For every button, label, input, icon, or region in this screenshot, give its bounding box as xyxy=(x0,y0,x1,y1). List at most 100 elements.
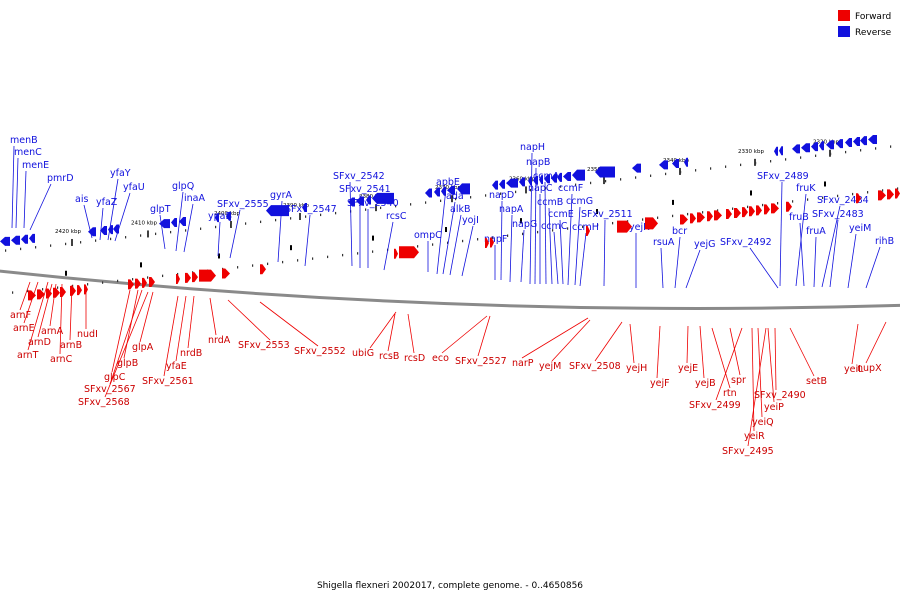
gene-label-arnf[interactable]: arnF xyxy=(10,310,31,321)
reverse-feature[interactable] xyxy=(672,158,679,168)
gene-label-arne[interactable]: arnE xyxy=(13,323,35,334)
gene-label-ccmf[interactable]: ccmF xyxy=(558,183,583,194)
forward-feature[interactable] xyxy=(714,210,722,221)
gene-label-yejg[interactable]: yejG xyxy=(694,239,715,250)
forward-feature[interactable] xyxy=(690,213,696,224)
forward-feature[interactable] xyxy=(192,272,198,283)
gene-label-yeir[interactable]: yeiR xyxy=(744,431,765,442)
gene-label-setb[interactable]: setB xyxy=(806,376,827,387)
gene-label-yfay[interactable]: yfaY xyxy=(110,168,131,179)
forward-feature[interactable] xyxy=(135,278,141,289)
gene-label-glpc[interactable]: glpC xyxy=(104,372,126,383)
gene-label-glpt[interactable]: glpT xyxy=(150,204,171,215)
gene-label-frub[interactable]: fruB xyxy=(789,212,809,223)
gene-label-sfxv-2527[interactable]: SFxv_2527 xyxy=(455,356,507,367)
forward-feature[interactable] xyxy=(142,277,147,288)
gene-label-glpb[interactable]: glpB xyxy=(117,358,138,369)
reverse-feature[interactable] xyxy=(348,197,355,207)
reverse-feature[interactable] xyxy=(774,146,778,156)
reverse-feature[interactable] xyxy=(100,225,107,235)
gene-label-gyra[interactable]: gyrA xyxy=(270,190,293,201)
reverse-feature[interactable] xyxy=(557,172,562,182)
forward-feature[interactable] xyxy=(46,288,52,299)
gene-label-glpa[interactable]: glpA xyxy=(132,342,154,353)
gene-label-sfxv-2508[interactable]: SFxv_2508 xyxy=(569,361,621,372)
gene-label-eco[interactable]: eco xyxy=(432,353,449,364)
gene-label-menc[interactable]: menC xyxy=(14,147,42,158)
gene-label-ccmg[interactable]: ccmG xyxy=(566,196,593,207)
gene-label-inaa[interactable]: inaA xyxy=(184,193,205,204)
forward-feature[interactable] xyxy=(485,238,489,249)
gene-label-nudi[interactable]: nudI xyxy=(77,329,98,340)
gene-label-nrda[interactable]: nrdA xyxy=(208,335,231,346)
forward-feature[interactable] xyxy=(697,212,705,223)
reverse-feature[interactable] xyxy=(179,217,186,227)
gene-label-sfxv-2567[interactable]: SFxv_2567 xyxy=(84,384,136,395)
gene-label-sfxv-2553[interactable]: SFxv_2553 xyxy=(238,340,290,351)
reverse-feature[interactable] xyxy=(0,236,10,246)
gene-label-nrdb[interactable]: nrdB xyxy=(180,348,202,359)
reverse-feature[interactable] xyxy=(215,213,219,223)
reverse-feature[interactable] xyxy=(88,227,96,237)
forward-feature[interactable] xyxy=(764,204,770,215)
reverse-feature[interactable] xyxy=(792,144,800,154)
gene-label-rcsb[interactable]: rcsB xyxy=(379,351,399,362)
forward-feature[interactable] xyxy=(28,290,36,301)
forward-feature[interactable] xyxy=(185,272,191,283)
reverse-feature[interactable] xyxy=(659,160,668,170)
gene-label-arnt[interactable]: arnT xyxy=(17,350,39,361)
gene-label-yejb[interactable]: yejB xyxy=(695,378,716,389)
gene-label-ypab[interactable]: ypaB xyxy=(208,211,232,222)
gene-label-yfae[interactable]: yfaE xyxy=(166,361,187,372)
gene-label-yeim[interactable]: yeiM xyxy=(849,223,871,234)
gene-label-ada[interactable]: ada xyxy=(446,191,464,202)
reverse-feature[interactable] xyxy=(826,140,834,150)
forward-feature[interactable] xyxy=(77,285,82,296)
gene-label-rsua[interactable]: rsuA xyxy=(653,237,675,248)
gene-label-ccmb[interactable]: ccmB xyxy=(537,197,563,208)
gene-label-narp[interactable]: narP xyxy=(512,358,534,369)
gene-label-yoji[interactable]: yojI xyxy=(462,215,479,226)
forward-feature[interactable] xyxy=(645,217,658,230)
gene-label-yeiq[interactable]: yeiQ xyxy=(752,417,774,428)
forward-feature[interactable] xyxy=(617,220,632,233)
reverse-feature[interactable] xyxy=(811,142,818,152)
forward-feature[interactable] xyxy=(680,214,688,225)
gene-label-ubig[interactable]: ubiG xyxy=(352,348,374,359)
gene-label-pmrd[interactable]: pmrD xyxy=(47,173,74,184)
gene-label-yeil[interactable]: yeiL xyxy=(844,364,864,375)
reverse-feature[interactable] xyxy=(845,137,852,147)
forward-feature[interactable] xyxy=(399,246,419,259)
gene-label-nupx[interactable]: nupX xyxy=(857,363,882,374)
reverse-feature[interactable] xyxy=(499,179,505,189)
reverse-feature[interactable] xyxy=(572,169,585,181)
gene-label-sfxv-2495[interactable]: SFxv_2495 xyxy=(722,446,774,457)
forward-feature[interactable] xyxy=(856,193,861,204)
reverse-feature[interactable] xyxy=(366,195,371,205)
reverse-feature[interactable] xyxy=(302,202,307,212)
gene-label-ccmc[interactable]: ccmC xyxy=(541,221,568,232)
gene-label-yejk[interactable]: yejK xyxy=(629,222,650,233)
gene-label-fruk[interactable]: fruK xyxy=(796,183,816,194)
gene-label-napa[interactable]: napA xyxy=(499,204,524,215)
reverse-feature[interactable] xyxy=(447,185,455,195)
forward-feature[interactable] xyxy=(37,289,45,300)
reverse-feature[interactable] xyxy=(425,188,432,198)
gene-label-sfxv-2492[interactable]: SFxv_2492 xyxy=(720,237,772,248)
gene-label-ais[interactable]: ais xyxy=(75,194,88,205)
gene-label-sfxv-2555[interactable]: SFxv_2555 xyxy=(217,199,269,210)
forward-feature[interactable] xyxy=(771,203,779,214)
reverse-feature[interactable] xyxy=(21,234,28,244)
forward-feature[interactable] xyxy=(128,279,134,290)
reverse-feature[interactable] xyxy=(372,192,394,204)
gene-label-rcsc[interactable]: rcsC xyxy=(386,211,407,222)
gene-label-arnc[interactable]: arnC xyxy=(50,354,73,365)
reverse-feature[interactable] xyxy=(860,136,867,146)
reverse-feature[interactable] xyxy=(108,225,113,235)
forward-feature[interactable] xyxy=(490,237,494,248)
reverse-feature[interactable] xyxy=(519,177,525,187)
forward-feature[interactable] xyxy=(60,286,66,297)
gene-label-menb[interactable]: menB xyxy=(10,135,38,146)
gene-label-frua[interactable]: fruA xyxy=(806,226,826,237)
forward-feature[interactable] xyxy=(756,205,762,216)
